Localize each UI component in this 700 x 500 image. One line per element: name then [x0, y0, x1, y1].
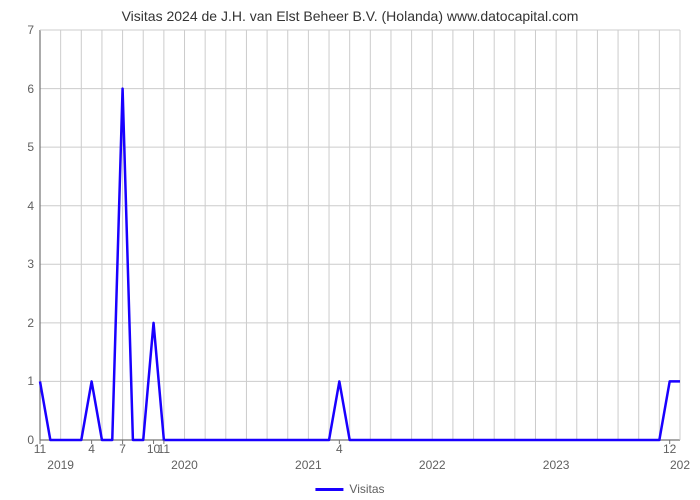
- x-tick-month: 11: [34, 442, 46, 456]
- legend-label: Visitas: [349, 482, 384, 496]
- x-tick-month: 4: [336, 442, 343, 456]
- x-tick-year: 2019: [47, 458, 74, 472]
- chart-title: Visitas 2024 de J.H. van Elst Beheer B.V…: [0, 0, 700, 28]
- chart-container: Visitas 2024 de J.H. van Elst Beheer B.V…: [0, 0, 700, 500]
- x-tick-year: 2021: [295, 458, 322, 472]
- y-tick-label: 1: [27, 374, 34, 388]
- x-tick-month: 11: [158, 442, 170, 456]
- y-tick-label: 7: [27, 23, 34, 37]
- x-tick-month: 4: [88, 442, 95, 456]
- chart-plot-area: 0123456711471011412201920202021202220232…: [40, 30, 680, 440]
- x-tick-year: 202: [670, 458, 690, 472]
- x-tick-year: 2020: [171, 458, 198, 472]
- y-tick-label: 3: [27, 257, 34, 271]
- x-tick-year: 2023: [543, 458, 570, 472]
- y-tick-label: 4: [27, 199, 34, 213]
- legend-line-icon: [315, 488, 343, 491]
- x-tick-month: 12: [663, 442, 676, 456]
- chart-svg: [40, 30, 680, 440]
- y-tick-label: 5: [27, 140, 34, 154]
- y-tick-label: 2: [27, 316, 34, 330]
- x-tick-month: 7: [119, 442, 126, 456]
- chart-legend: Visitas: [315, 482, 384, 496]
- x-tick-year: 2022: [419, 458, 446, 472]
- y-tick-label: 6: [27, 82, 34, 96]
